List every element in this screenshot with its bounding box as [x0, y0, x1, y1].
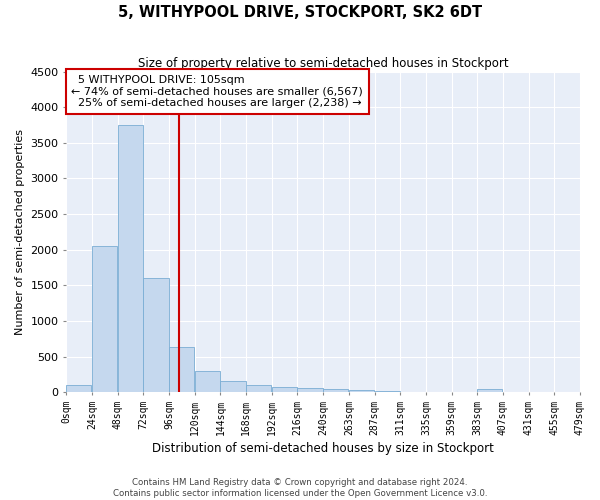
- Bar: [246, 385, 271, 392]
- Y-axis label: Number of semi-detached properties: Number of semi-detached properties: [15, 129, 25, 335]
- Bar: [272, 387, 297, 392]
- Bar: [118, 125, 143, 392]
- Title: Size of property relative to semi-detached houses in Stockport: Size of property relative to semi-detach…: [138, 58, 508, 70]
- Bar: [298, 388, 323, 392]
- Bar: [477, 390, 502, 392]
- Text: Contains HM Land Registry data © Crown copyright and database right 2024.
Contai: Contains HM Land Registry data © Crown c…: [113, 478, 487, 498]
- Bar: [349, 390, 374, 392]
- Bar: [195, 371, 220, 392]
- Bar: [323, 390, 349, 392]
- Text: 5 WITHYPOOL DRIVE: 105sqm
← 74% of semi-detached houses are smaller (6,567)
  25: 5 WITHYPOOL DRIVE: 105sqm ← 74% of semi-…: [71, 75, 363, 108]
- Bar: [67, 385, 91, 392]
- Bar: [169, 348, 194, 392]
- Text: 5, WITHYPOOL DRIVE, STOCKPORT, SK2 6DT: 5, WITHYPOOL DRIVE, STOCKPORT, SK2 6DT: [118, 5, 482, 20]
- Bar: [143, 278, 169, 392]
- X-axis label: Distribution of semi-detached houses by size in Stockport: Distribution of semi-detached houses by …: [152, 442, 494, 455]
- Bar: [220, 382, 245, 392]
- Bar: [92, 246, 117, 392]
